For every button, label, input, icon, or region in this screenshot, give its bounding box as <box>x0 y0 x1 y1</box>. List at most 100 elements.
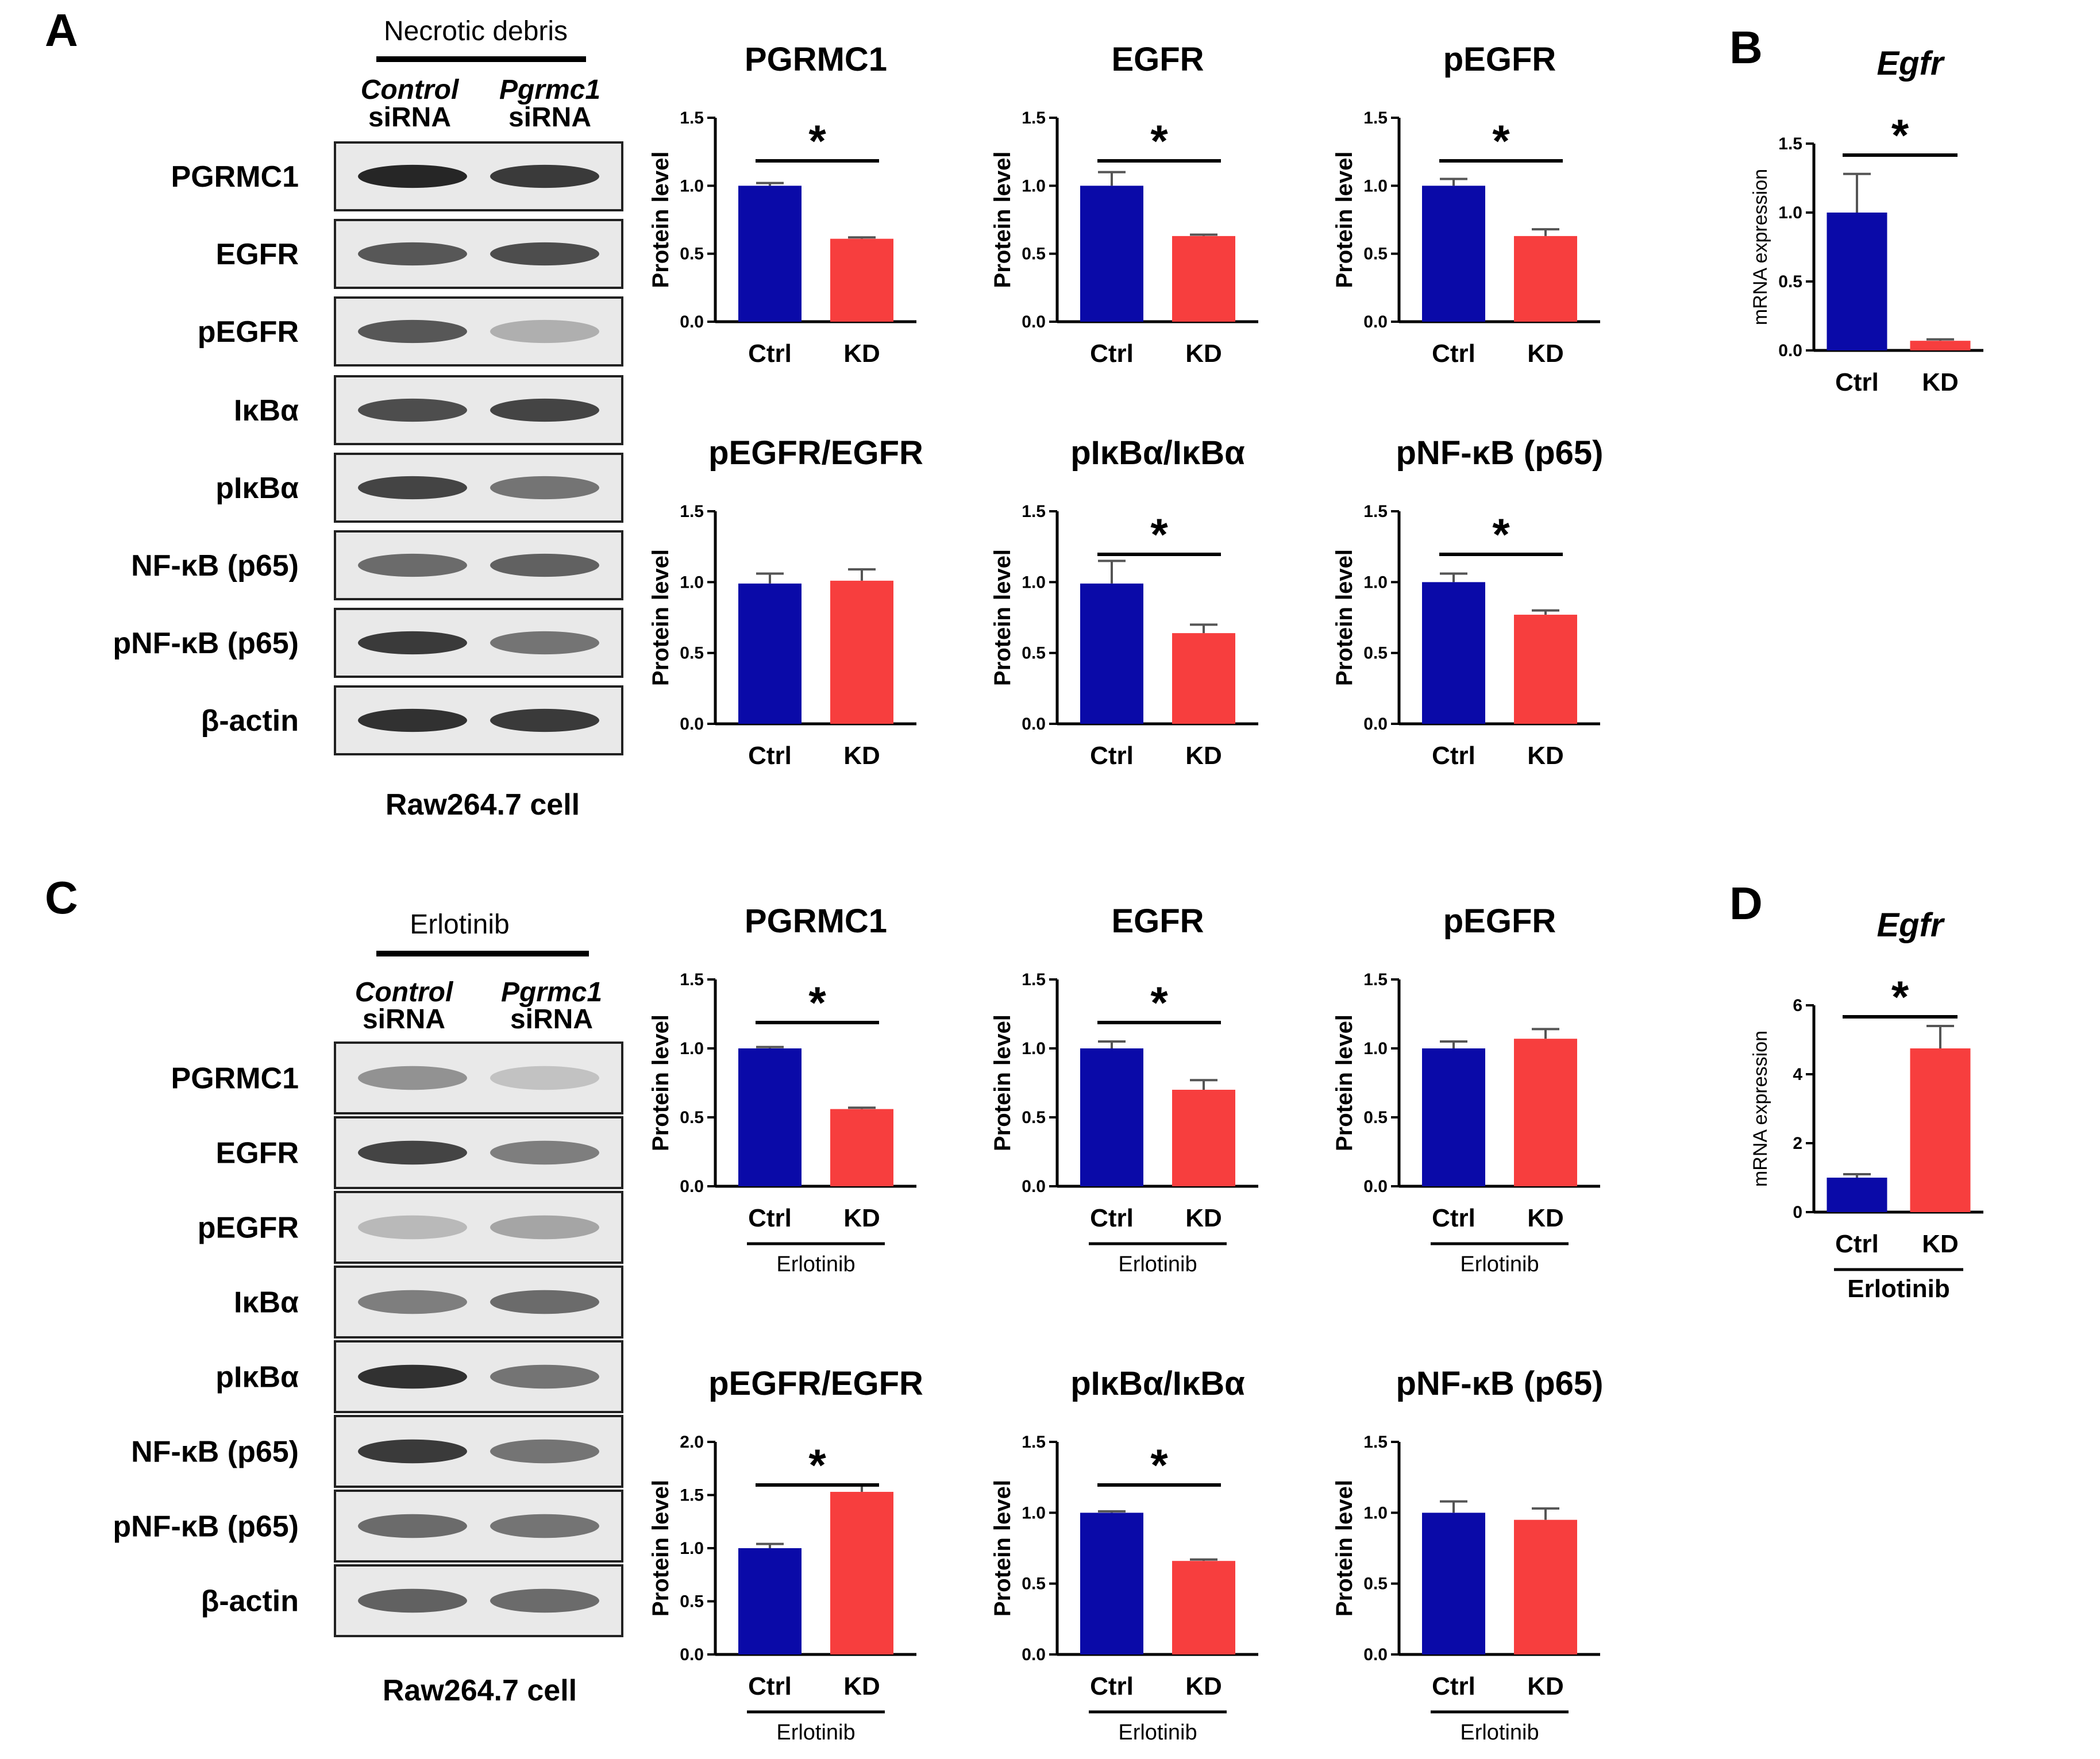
significance-star: * <box>1492 115 1510 166</box>
y-tick-label: 0.0 <box>1363 1177 1388 1196</box>
y-tick-label: 4 <box>1793 1065 1802 1084</box>
x-tick-label: KD <box>1527 1672 1564 1700</box>
chart-c1: PGRMC1 0.0 0.5 1.0 1.5 Protein level Ctrl KD * Er… <box>648 902 916 1276</box>
x-tick-label: Ctrl <box>1090 1672 1134 1700</box>
x-tick-label: Ctrl <box>1432 1672 1475 1700</box>
chart-title: PGRMC1 <box>745 41 887 78</box>
y-tick-label: 0.0 <box>1022 1177 1046 1196</box>
blot-band-control <box>358 1215 467 1240</box>
chart-title: pIκBα/IκBα <box>1070 1365 1245 1402</box>
significance-star: * <box>1891 971 1909 1022</box>
blot-row: EGFR <box>216 1116 623 1189</box>
bar-rect <box>1080 583 1143 724</box>
y-tick-label: 1.5 <box>1022 502 1046 521</box>
y-tick-label: 0 <box>1793 1203 1802 1222</box>
x-tick-label: KD <box>1185 1204 1222 1232</box>
significance-star: * <box>808 115 826 166</box>
bar-rect <box>1080 1513 1143 1654</box>
y-tick-label: 0.0 <box>1363 715 1388 734</box>
bar-kd <box>1910 1025 1971 1212</box>
x-tick-label: Ctrl <box>1090 340 1134 368</box>
blot-band-knockdown <box>490 1514 599 1538</box>
y-tick-label: 0.0 <box>680 313 704 331</box>
y-axis-label: Protein level <box>648 1014 673 1151</box>
blot-band-knockdown <box>490 1290 599 1314</box>
y-tick-label: 0.5 <box>1022 644 1046 663</box>
y-tick-label: 1.0 <box>1778 203 1802 222</box>
bar-rect <box>830 238 893 322</box>
blot-label: β-actin <box>201 1585 299 1618</box>
significance-star: * <box>1150 977 1168 1028</box>
chart-c2: EGFR 0.0 0.5 1.0 1.5 Protein level Ctrl KD * Erlo… <box>990 902 1258 1276</box>
significance-star: * <box>1150 1440 1168 1490</box>
blot-row: PGRMC1 <box>171 141 623 211</box>
y-axis-label: Protein level <box>990 1014 1015 1151</box>
y-tick-label: 0.0 <box>1022 313 1046 331</box>
chart-title: pEGFR/EGFR <box>708 434 923 472</box>
chart-c5: pIκBα/IκBα 0.0 0.5 1.0 1.5 Protein level Ctrl K… <box>990 1365 1258 1745</box>
group-label: Erlotinib <box>1460 1721 1539 1745</box>
x-tick-label: Ctrl <box>748 340 792 368</box>
blot-band-knockdown <box>490 553 599 577</box>
blot-label: pNF-κB (p65) <box>113 1510 299 1544</box>
y-axis-label: Protein level <box>1332 152 1357 288</box>
blot-label: pNF-κB (p65) <box>113 627 299 660</box>
blot-label: PGRMC1 <box>171 1062 299 1095</box>
blot-caption: Raw264.7 cell <box>386 788 580 821</box>
group1-sirna: siRNA <box>363 1004 445 1035</box>
group1-name: Control <box>361 75 460 105</box>
y-tick-label: 0.5 <box>680 644 704 663</box>
blot-row: IκBα <box>234 375 623 445</box>
bar-ctrl <box>1080 560 1143 724</box>
panel-letter-c: C <box>45 872 78 923</box>
bar-kd <box>830 1106 893 1186</box>
group-label: Erlotinib <box>1118 1721 1197 1745</box>
bar-rect <box>1172 1561 1235 1654</box>
chart-b: Egfr 0.0 0.5 1.0 1.5 mRNA expression Ctrl KD * <box>1750 45 1983 396</box>
y-tick-label: 0.5 <box>1022 245 1046 264</box>
y-axis-label: Protein level <box>990 1480 1015 1617</box>
bar-ctrl <box>738 572 802 724</box>
blot-caption: Raw264.7 cell <box>383 1674 577 1707</box>
chart-d: Egfr 0 2 4 6 mRNA expression Ctrl KD * Erlotinib <box>1750 906 1983 1303</box>
bar-ctrl <box>1422 572 1485 724</box>
blot-band-knockdown <box>490 164 599 188</box>
blot-label: β-actin <box>201 704 299 738</box>
bar-rect <box>1080 186 1143 322</box>
bar-ctrl <box>1080 1510 1143 1654</box>
chart-c4: pEGFR/EGFR 0.0 0.5 1.0 1.5 2.0 Protein level Ct… <box>648 1365 923 1745</box>
bar-rect <box>1172 236 1235 322</box>
x-tick-label: KD <box>1185 1672 1222 1700</box>
x-tick-label: KD <box>843 1204 880 1232</box>
group2-name: Pgrmc1 <box>499 75 600 105</box>
y-axis-label: Protein level <box>648 152 673 288</box>
y-tick-label: 0.5 <box>1778 272 1802 291</box>
bar-ctrl <box>1827 1173 1887 1212</box>
blot-band-knockdown <box>490 1439 599 1464</box>
bar-rect <box>738 186 802 322</box>
y-tick-label: 1.5 <box>1363 109 1388 128</box>
bar-rect <box>1910 341 1971 350</box>
bar-rect <box>1422 1513 1485 1654</box>
bar-rect <box>1827 1178 1887 1212</box>
significance-star: * <box>808 977 826 1028</box>
blot-box <box>334 1191 623 1264</box>
chart-title: EGFR <box>1111 902 1204 940</box>
x-tick-label: KD <box>1922 368 1959 396</box>
x-tick-label: KD <box>843 742 880 770</box>
y-tick-label: 1.0 <box>680 1039 704 1058</box>
y-tick-label: 0.5 <box>680 1592 704 1611</box>
blot-band-control <box>358 708 467 732</box>
bar-rect <box>1514 1039 1577 1186</box>
blot-band-knockdown <box>490 398 599 422</box>
y-tick-label: 1.5 <box>1363 502 1388 521</box>
group-label: Erlotinib <box>776 1252 855 1276</box>
blot-label: EGFR <box>216 1137 299 1170</box>
chart-c6: pNF-κB (p65) 0.0 0.5 1.0 1.5 Protein level Ctr… <box>1332 1365 1603 1745</box>
y-tick-label: 0.5 <box>1363 1108 1388 1127</box>
significance-star: * <box>1492 509 1510 560</box>
significance-star: * <box>1891 110 1909 160</box>
blot-band-knockdown <box>490 631 599 655</box>
y-tick-label: 6 <box>1793 996 1802 1015</box>
significance-star: * <box>808 1440 826 1490</box>
